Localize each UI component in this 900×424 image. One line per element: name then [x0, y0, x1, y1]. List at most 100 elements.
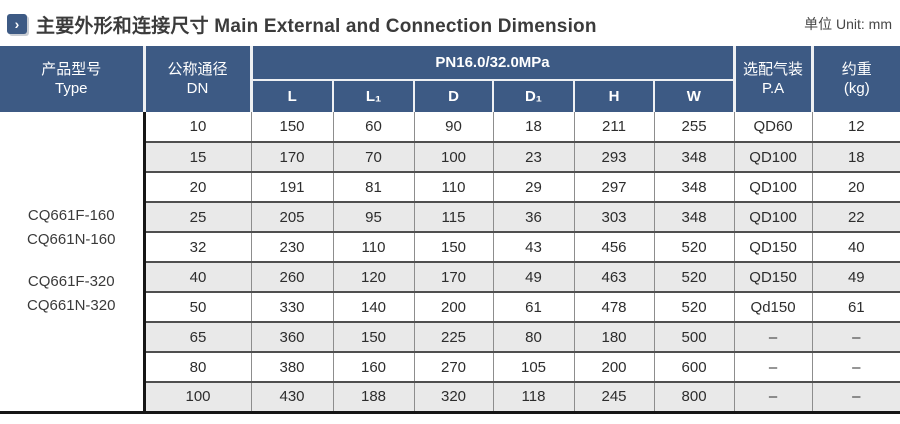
cell-dn: 50	[144, 292, 252, 323]
cell-d1: 118	[493, 382, 575, 414]
cell-w: 348	[654, 142, 735, 173]
cell-l1: 81	[333, 172, 415, 203]
table-row: 15 170 70 100 23 293 348 QD100 18	[0, 142, 900, 173]
section-title-en: Main External and Connection Dimension	[214, 15, 597, 37]
table-header: 产品型号 Type 公称通径 DN PN16.0/32.0MPa 选配气装 P.…	[0, 46, 900, 112]
col-header-pa-zh: 选配气装	[743, 60, 804, 78]
cell-d1: 80	[493, 322, 575, 353]
cell-pa: Qd150	[734, 292, 813, 323]
cell-d1: 23	[493, 142, 575, 173]
col-header-weight: 约重 (kg)	[812, 46, 900, 112]
col-header-pa: 选配气装 P.A	[734, 46, 814, 112]
cell-d1: 61	[493, 292, 575, 323]
cell-dn: 100	[144, 382, 252, 414]
table-row: 25 205 95 115 36 303 348 QD100 22	[0, 202, 900, 233]
section-title: 主要外形和连接尺寸 Main External and Connection D…	[36, 11, 597, 38]
cell-kg: 18	[812, 142, 900, 173]
type-model: CQ661F-160	[27, 207, 115, 225]
cell-l: 205	[251, 202, 334, 233]
chevron-right-icon: ›	[7, 14, 27, 34]
cell-pa: –	[734, 322, 813, 353]
col-header-weight-zh: 约重	[841, 60, 872, 78]
cell-l1: 188	[333, 382, 415, 414]
cell-d: 270	[414, 352, 494, 383]
col-header-L1: L₁	[333, 80, 415, 112]
cell-l1: 60	[333, 112, 415, 143]
cell-h: 297	[574, 172, 655, 203]
cell-d: 115	[414, 202, 494, 233]
table-row: 40 260 120 170 49 463 520 QD150 49	[0, 262, 900, 293]
cell-kg: –	[812, 322, 900, 353]
col-header-D1: D₁	[493, 80, 575, 112]
type-model: CQ661N-320	[27, 297, 116, 315]
cell-l: 191	[251, 172, 334, 203]
cell-w: 500	[654, 322, 735, 353]
cell-d: 150	[414, 232, 494, 263]
table-row: 65 360 150 225 80 180 500 – –	[0, 322, 900, 353]
cell-l: 260	[251, 262, 334, 293]
col-header-type-zh: 产品型号	[41, 60, 102, 78]
cell-l: 430	[251, 382, 334, 414]
cell-d1: 49	[493, 262, 575, 293]
cell-kg: 12	[812, 112, 900, 143]
col-header-dn-zh: 公称通径	[167, 60, 228, 78]
cell-dn: 20	[144, 172, 252, 203]
cell-l: 360	[251, 322, 334, 353]
table-row: 50 330 140 200 61 478 520 Qd150 61	[0, 292, 900, 323]
cell-l1: 120	[333, 262, 415, 293]
cell-w: 520	[654, 262, 735, 293]
col-header-pa-en: P.A	[761, 80, 785, 97]
cell-h: 456	[574, 232, 655, 263]
col-header-dn: 公称通径 DN	[144, 46, 253, 112]
cell-h: 463	[574, 262, 655, 293]
cell-kg: 20	[812, 172, 900, 203]
cell-dn: 65	[144, 322, 252, 353]
cell-pa: QD100	[734, 172, 813, 203]
col-header-dn-en: DN	[186, 80, 209, 97]
cell-d1: 18	[493, 112, 575, 143]
cell-kg: 61	[812, 292, 900, 323]
cell-pa: QD60	[734, 112, 813, 143]
type-model: CQ661N-160	[27, 231, 116, 249]
cell-l: 230	[251, 232, 334, 263]
cell-dn: 40	[144, 262, 252, 293]
table-row: 20 191 81 110 29 297 348 QD100 20	[0, 172, 900, 203]
unit-label: 单位 Unit: mm	[804, 16, 892, 32]
cell-w: 255	[654, 112, 735, 143]
cell-dn: 80	[144, 352, 252, 383]
cell-w: 520	[654, 232, 735, 263]
cell-w: 800	[654, 382, 735, 414]
cell-d: 110	[414, 172, 494, 203]
col-header-H: H	[574, 80, 655, 112]
cell-w: 348	[654, 202, 735, 233]
cell-d: 90	[414, 112, 494, 143]
cell-l: 380	[251, 352, 334, 383]
cell-pa: QD100	[734, 142, 813, 173]
cell-d1: 105	[493, 352, 575, 383]
cell-h: 478	[574, 292, 655, 323]
cell-l1: 150	[333, 322, 415, 353]
cell-dn: 25	[144, 202, 252, 233]
cell-d1: 36	[493, 202, 575, 233]
col-header-type: 产品型号 Type	[0, 46, 146, 112]
cell-w: 600	[654, 352, 735, 383]
cell-dn: 32	[144, 232, 252, 263]
cell-kg: 49	[812, 262, 900, 293]
cell-dn: 10	[144, 112, 252, 143]
col-header-type-en: Type	[54, 80, 88, 97]
cell-l1: 70	[333, 142, 415, 173]
cell-h: 200	[574, 352, 655, 383]
cell-l1: 140	[333, 292, 415, 323]
table-row: 100 430 188 320 118 245 800 – –	[0, 382, 900, 414]
cell-h: 293	[574, 142, 655, 173]
cell-l1: 110	[333, 232, 415, 263]
cell-pa: QD100	[734, 202, 813, 233]
cell-kg: –	[812, 382, 900, 414]
section-title-zh: 主要外形和连接尺寸	[36, 15, 209, 37]
dimension-table: 产品型号 Type 公称通径 DN PN16.0/32.0MPa 选配气装 P.…	[0, 46, 900, 414]
col-header-L: L	[251, 80, 334, 112]
cell-l: 170	[251, 142, 334, 173]
cell-d1: 29	[493, 172, 575, 203]
col-header-weight-en: (kg)	[843, 80, 870, 97]
